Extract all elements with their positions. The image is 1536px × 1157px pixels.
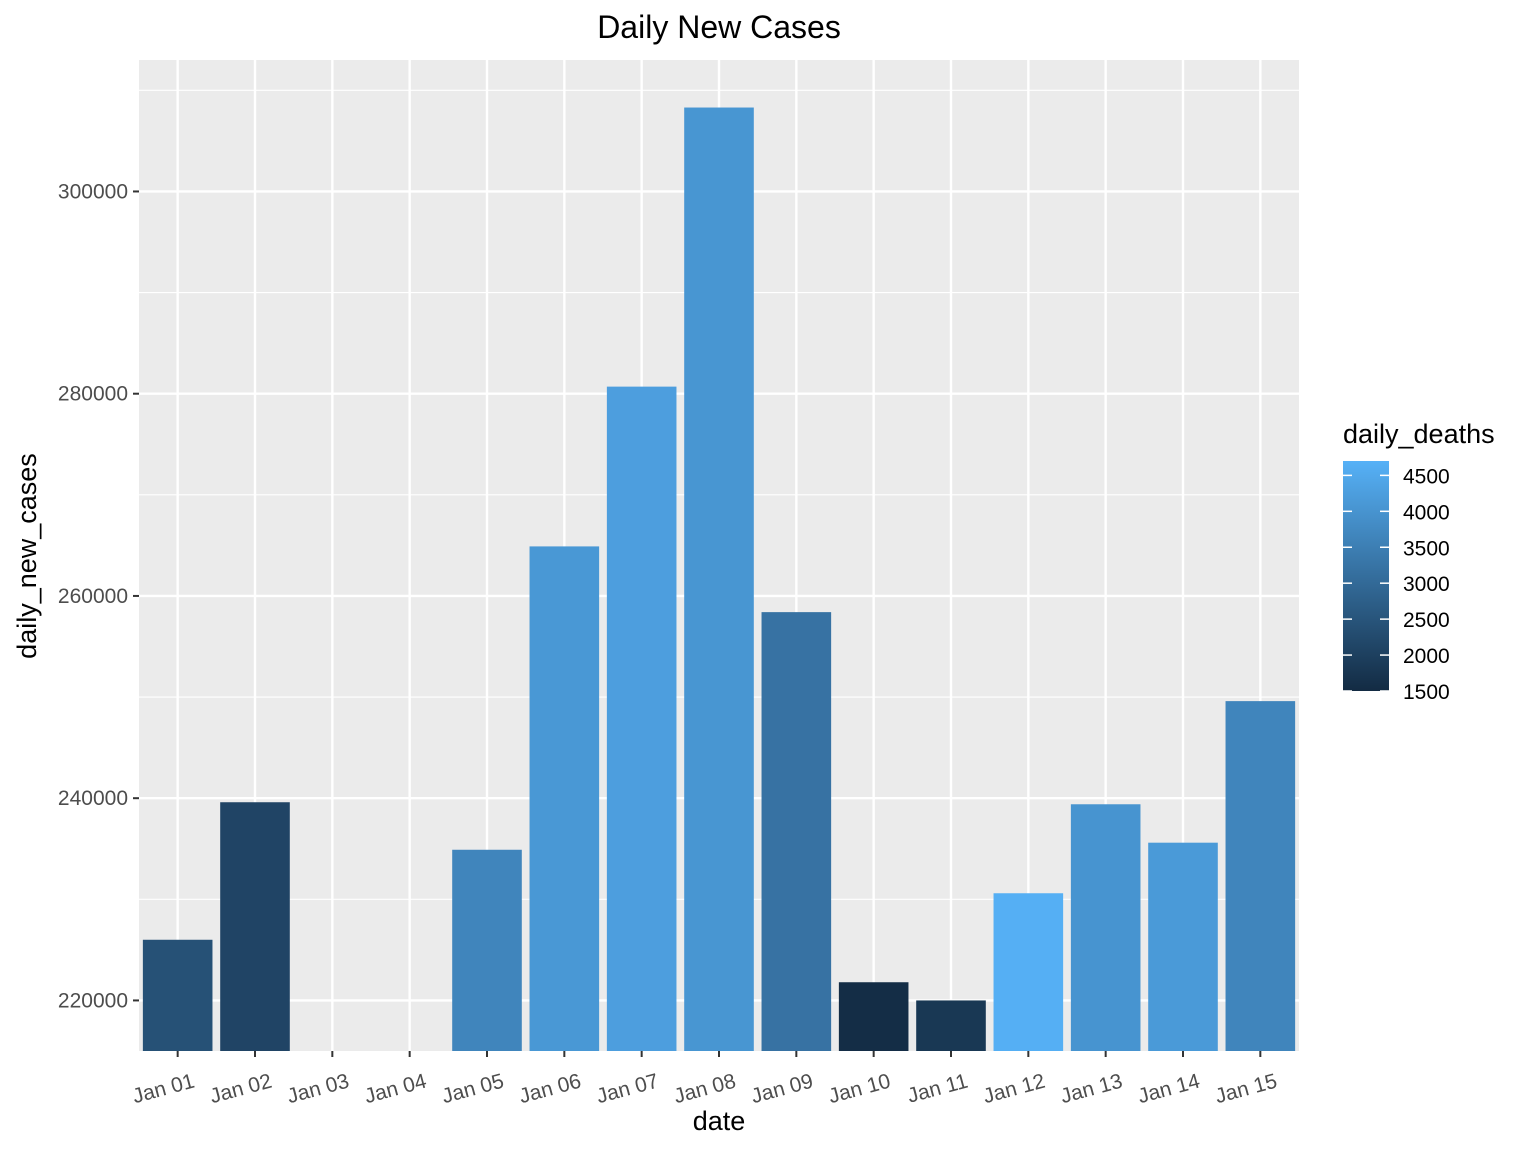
x-tick-label: Jan 11 xyxy=(905,1070,970,1108)
x-tick-label: Jan 05 xyxy=(439,1070,506,1109)
bar-jan-11 xyxy=(916,1000,986,1051)
x-tick-label: Jan 12 xyxy=(981,1070,1048,1109)
legend-tick-label: 1500 xyxy=(1403,681,1450,704)
bar-jan-14 xyxy=(1148,842,1218,1051)
legend-title: daily_deaths xyxy=(1343,419,1495,449)
y-tick-label: 240000 xyxy=(58,787,128,810)
legend-tick-label: 4000 xyxy=(1403,501,1450,524)
y-tick-label: 300000 xyxy=(58,180,128,203)
x-tick-label: Jan 14 xyxy=(1135,1070,1202,1109)
bar-jan-10 xyxy=(838,982,909,1051)
x-tick-label: Jan 07 xyxy=(594,1070,661,1109)
legend: daily_deaths 1500 2000 2500 3000 3500 4000 450… xyxy=(1343,419,1495,704)
y-tick-label: 260000 xyxy=(58,585,128,608)
legend-tick-label: 2500 xyxy=(1403,609,1450,632)
x-tick-label: Jan 06 xyxy=(517,1070,584,1109)
bar-jan-01 xyxy=(142,939,213,1051)
x-tick-label: Jan 01 xyxy=(130,1070,197,1109)
legend-ticks: 1500 2000 2500 3000 3500 4000 4500 xyxy=(1343,465,1450,704)
y-tick-label: 280000 xyxy=(58,383,128,406)
legend-tick-label: 3000 xyxy=(1403,573,1450,596)
bar-jan-08 xyxy=(684,107,754,1052)
bar-jan-12 xyxy=(993,893,1064,1051)
bar-jan-02 xyxy=(220,802,290,1051)
bar-jan-15 xyxy=(1225,701,1296,1051)
x-tick-label: Jan 15 xyxy=(1213,1070,1280,1109)
legend-colorbar xyxy=(1343,461,1389,691)
x-tick-label: Jan 03 xyxy=(285,1070,352,1109)
bar-jan-06 xyxy=(529,546,600,1051)
bar-jan-05 xyxy=(452,849,522,1051)
legend-tick-label: 4500 xyxy=(1403,465,1450,488)
x-axis-title: date xyxy=(693,1106,746,1136)
y-tick-label: 220000 xyxy=(58,989,128,1012)
x-tick-label: Jan 10 xyxy=(826,1070,893,1109)
bar-jan-13 xyxy=(1070,804,1141,1051)
bar-jan-09 xyxy=(761,612,832,1051)
bar-jan-07 xyxy=(606,386,677,1052)
x-tick-label: Jan 02 xyxy=(207,1070,274,1109)
x-tick-label: Jan 09 xyxy=(749,1070,816,1109)
x-axis-ticks: Jan 01 Jan 02 Jan 03 Jan 04 Jan 05 Jan 06 Jan … xyxy=(130,1051,1280,1108)
legend-tick-label: 3500 xyxy=(1403,537,1450,560)
x-tick-label: Jan 13 xyxy=(1058,1070,1125,1109)
y-axis-title: daily_new_cases xyxy=(12,453,42,659)
x-tick-label: Jan 08 xyxy=(671,1070,738,1109)
y-axis-ticks: 220000 240000 260000 280000 300000 xyxy=(58,180,139,1012)
chart-title: Daily New Cases xyxy=(597,9,841,45)
legend-tick-label: 2000 xyxy=(1403,645,1450,668)
bars xyxy=(142,107,1296,1052)
x-tick-label: Jan 04 xyxy=(362,1070,429,1109)
